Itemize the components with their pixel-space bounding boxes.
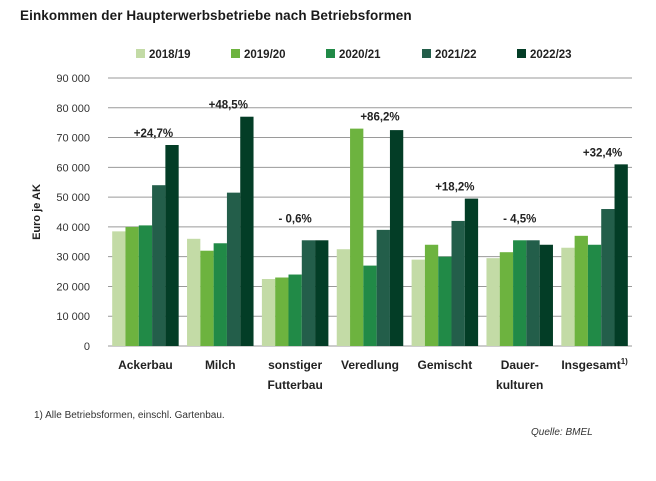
bar (336, 249, 351, 346)
y-tick-label: 70 000 (56, 133, 90, 145)
y-tick-label: 0 (84, 341, 90, 353)
category-label: sonstiger (268, 358, 322, 372)
category-label: Insgesamt1) (561, 357, 628, 372)
category-label: Milch (205, 358, 236, 372)
y-tick-label: 20 000 (56, 281, 90, 293)
bar (363, 265, 377, 346)
source-note: Quelle: BMEL (531, 427, 593, 438)
legend-swatch (517, 49, 526, 58)
bar (539, 244, 553, 346)
annotations: +24,7% +48,5% - 0,6% +86,2% +18,2% - 4,5% +32,… (134, 100, 622, 226)
annotation-label: +48,5% (209, 100, 248, 112)
bar (499, 252, 514, 346)
category-label: Gemischt (418, 358, 473, 372)
y-axis-ticks: 0 10 000 20 000 30 000 40 000 50 000 60 000 70 … (56, 73, 90, 353)
bar (574, 235, 588, 346)
legend-swatch (326, 49, 335, 58)
bar (213, 243, 227, 346)
category-label: Ackerbau (118, 358, 173, 372)
bar (165, 145, 179, 346)
y-tick-label: 10 000 (56, 311, 90, 323)
bar (187, 238, 201, 346)
y-tick-label: 80 000 (56, 103, 90, 115)
bars (112, 116, 628, 346)
annotation-label: +32,4% (583, 147, 622, 159)
bar (389, 130, 404, 346)
annotation-label: - 0,6% (279, 213, 312, 225)
annotation-label: +18,2% (435, 182, 474, 194)
bar (112, 231, 126, 346)
y-tick-label: 90 000 (56, 73, 90, 85)
bar-chart: 2018/19 2019/20 2020/21 2021/22 2022/23 0 10 … (31, 49, 632, 392)
legend-swatch (136, 49, 145, 58)
bar (464, 198, 479, 346)
annotation-label: - 4,5% (503, 213, 536, 225)
annotation-label: +86,2% (360, 112, 399, 124)
legend-label: 2018/19 (149, 49, 191, 61)
bar (513, 240, 527, 346)
bar (424, 244, 439, 346)
y-tick-label: 50 000 (56, 192, 90, 204)
bar (288, 274, 302, 346)
bar (587, 244, 602, 346)
superscript: 1) (621, 357, 628, 366)
bar (240, 116, 254, 346)
chart-title: Einkommen der Haupterwerbsbetriebe nach … (20, 8, 412, 23)
bar (301, 240, 316, 346)
annotation-label: +24,7% (134, 128, 173, 140)
y-tick-label: 30 000 (56, 252, 90, 264)
category-label: kulturen (496, 378, 543, 392)
bar (376, 229, 390, 346)
bar (261, 279, 276, 346)
bar (125, 226, 139, 346)
category-label: Futterbau (267, 378, 322, 392)
footnote: 1) Alle Betriebsformen, einschl. Gartenb… (34, 410, 225, 421)
category-label: Veredlung (341, 358, 399, 372)
legend-label: 2021/22 (435, 49, 477, 61)
y-tick-label: 40 000 (56, 222, 90, 234)
category-label: Dauer- (501, 358, 539, 372)
bar (200, 250, 214, 346)
bar (226, 192, 241, 346)
bar (438, 256, 452, 346)
legend-label: 2020/21 (339, 49, 381, 61)
y-axis-label: Euro je AK (31, 184, 43, 240)
bar (526, 240, 540, 346)
legend-label: 2019/20 (244, 49, 286, 61)
legend-swatch (422, 49, 431, 58)
x-axis-categories: Ackerbau Milch sonstiger Futterbau Veredlung… (118, 357, 628, 392)
legend: 2018/19 2019/20 2020/21 2021/22 2022/23 (136, 49, 572, 61)
legend-swatch (231, 49, 240, 58)
bar (152, 185, 166, 346)
bar (350, 128, 364, 346)
bar (614, 164, 628, 346)
bar (411, 259, 425, 346)
bar (561, 247, 575, 346)
legend-label: 2022/23 (530, 49, 572, 61)
bar (275, 277, 289, 346)
y-tick-label: 60 000 (56, 162, 90, 174)
bar (315, 240, 329, 346)
bar (601, 209, 615, 346)
bar (451, 220, 465, 346)
bar (486, 258, 500, 346)
bar (138, 225, 153, 346)
